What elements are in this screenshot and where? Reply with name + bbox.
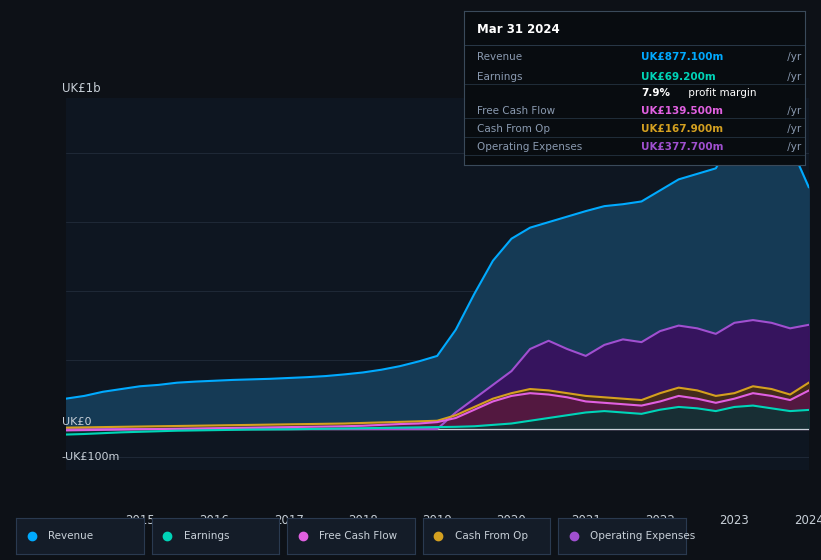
Text: /yr: /yr	[784, 124, 801, 134]
Text: Cash From Op: Cash From Op	[455, 531, 528, 541]
Text: UK£377.700m: UK£377.700m	[641, 142, 723, 152]
Text: /yr: /yr	[784, 72, 801, 82]
Text: Operating Expenses: Operating Expenses	[590, 531, 695, 541]
Text: /yr: /yr	[784, 105, 801, 115]
Text: /yr: /yr	[784, 53, 801, 62]
Text: 7.9%: 7.9%	[641, 88, 670, 98]
Text: UK£139.500m: UK£139.500m	[641, 105, 723, 115]
Text: Earnings: Earnings	[478, 72, 523, 82]
Text: Revenue: Revenue	[478, 53, 523, 62]
Text: Earnings: Earnings	[184, 531, 229, 541]
Text: Free Cash Flow: Free Cash Flow	[319, 531, 397, 541]
Text: UK£0: UK£0	[62, 417, 91, 427]
Text: UK£877.100m: UK£877.100m	[641, 53, 723, 62]
Text: UK£167.900m: UK£167.900m	[641, 124, 723, 134]
Text: UK£69.200m: UK£69.200m	[641, 72, 716, 82]
Text: -UK£100m: -UK£100m	[62, 451, 120, 461]
Text: Operating Expenses: Operating Expenses	[478, 142, 583, 152]
Text: Cash From Op: Cash From Op	[478, 124, 551, 134]
Text: profit margin: profit margin	[686, 88, 757, 98]
Text: /yr: /yr	[784, 142, 801, 152]
Text: Mar 31 2024: Mar 31 2024	[478, 23, 560, 36]
Text: UK£1b: UK£1b	[62, 82, 100, 95]
Text: Free Cash Flow: Free Cash Flow	[478, 105, 556, 115]
Text: Revenue: Revenue	[48, 531, 94, 541]
